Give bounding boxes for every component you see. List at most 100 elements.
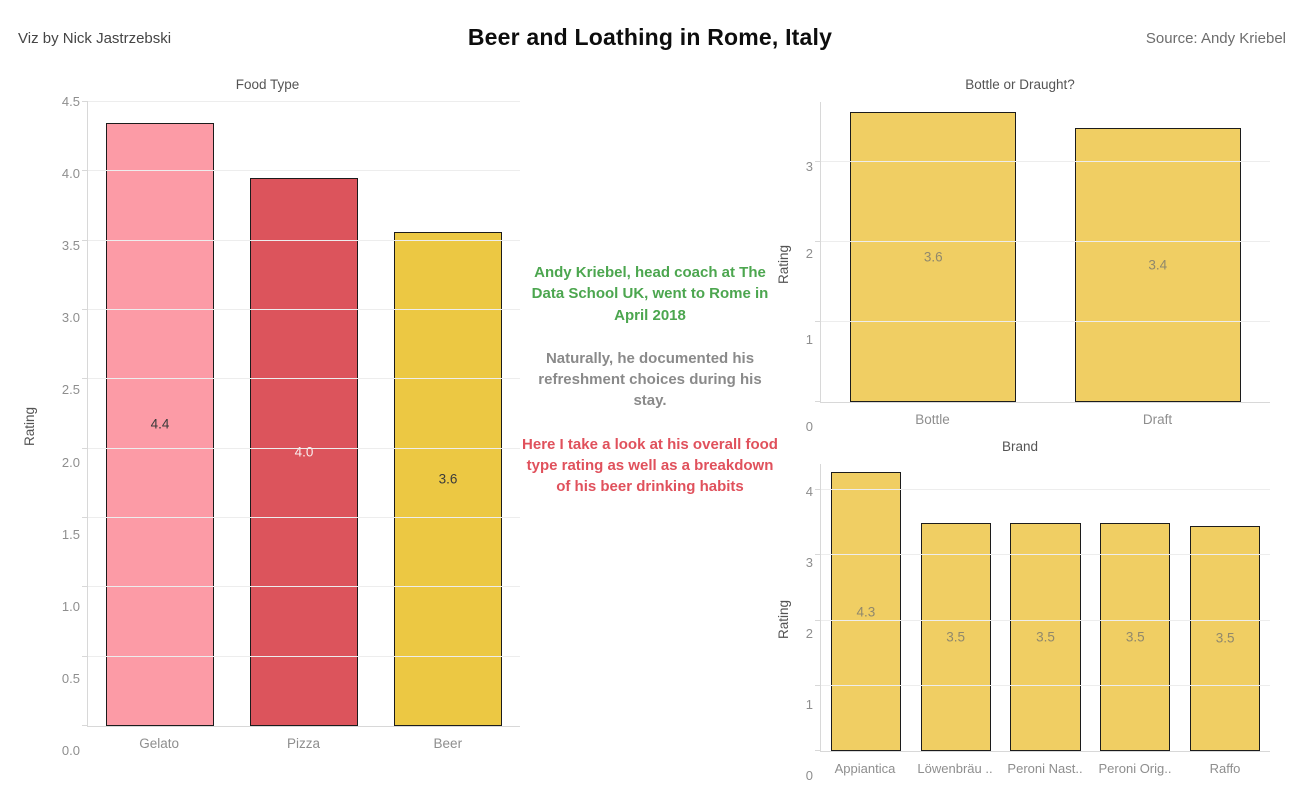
bar-value-label-draft: 3.4 [1148, 257, 1168, 273]
y-axis-label: Rating [775, 600, 791, 640]
y-tick-label-4.5: 4.5 [61, 94, 80, 109]
source-credit: Source: Andy Kriebel [1145, 30, 1286, 47]
x-axis-label-bottle: Bottle [915, 412, 950, 427]
gridline [88, 239, 520, 241]
gridline [88, 378, 520, 380]
plot-area: 4.4 4.0 3.6 [82, 101, 520, 727]
gridline [88, 309, 520, 310]
dashboard-title: Beer and Loathing in Rome, Italy [467, 24, 833, 50]
y-tick-label-3: 3 [805, 555, 813, 571]
y-tick-mark [815, 489, 821, 491]
x-axis-label-gelato: Gelato [139, 736, 180, 751]
y-tick-label-1: 1 [805, 332, 813, 348]
chart-title-brand: Brand [1001, 438, 1039, 454]
food-type-chart: Food Type Rating 0.0 0.5 1.0 1.5 2.0 2.5 3.0 3.… [15, 66, 520, 758]
y-tick-mark [815, 321, 821, 322]
x-axis-label-draft: Draft [1142, 412, 1173, 427]
plot-area: 3.6 3.4 [815, 102, 1270, 403]
viz-author-credit: Viz by Nick Jastrzebski [18, 30, 172, 47]
x-axis-label-beer: Beer [433, 736, 463, 751]
y-tick-mark [815, 241, 821, 242]
bar-peroni-nast[interactable]: 3.5 [1010, 522, 1081, 751]
bar-bottle[interactable]: 3.6 [850, 112, 1017, 402]
y-axis-ticks: 0 1 2 3 [796, 102, 820, 434]
bar-slot-l-wenbr-u: 3.5 [911, 464, 1001, 751]
y-axis-ticks: 0.0 0.5 1.0 1.5 2.0 2.5 3.0 3.5 4.0 4.5 [43, 94, 87, 758]
gridline [821, 619, 1270, 621]
gridline [821, 321, 1270, 322]
bottle-draught-chart: Bottle or Draught? Rating 0 1 2 3 3.6 3.4 Bo… [770, 66, 1270, 434]
y-tick-mark [82, 586, 88, 588]
bar-slot-peroni-orig: 3.5 [1090, 464, 1180, 751]
y-tick-label-0: 0 [805, 419, 813, 434]
y-axis-label: Rating [21, 406, 37, 447]
y-tick-mark [815, 619, 821, 621]
gridline [821, 161, 1270, 162]
bar-beer[interactable]: 3.6 [394, 232, 502, 726]
bars-container: 3.6 3.4 [821, 102, 1270, 402]
bars-container: 4.3 3.5 3.5 3.5 3.5 [821, 464, 1270, 751]
bars-container: 4.4 4.0 3.6 [88, 102, 520, 726]
gridline [821, 554, 1270, 556]
y-tick-label-1.0: 1.0 [61, 598, 80, 614]
bar-slot-peroni-nast: 3.5 [1001, 464, 1091, 751]
bar-appiantica[interactable]: 4.3 [830, 472, 901, 751]
chart-title-bottle-draught: Bottle or Draught? [965, 76, 1075, 92]
bar-peroni-orig[interactable]: 3.5 [1100, 522, 1171, 751]
brand-chart: Brand Rating 0 1 2 3 4 4.3 3.5 3.5 3.5 3.5 Appia… [770, 428, 1270, 783]
bar-slot-raffo: 3.5 [1180, 464, 1270, 751]
bar-value-label-raffo: 3.5 [1215, 630, 1235, 646]
bar-raffo[interactable]: 3.5 [1190, 525, 1261, 751]
gridline [821, 241, 1270, 242]
y-axis-label-column: Rating [15, 102, 43, 751]
y-tick-mark [815, 161, 821, 162]
y-tick-label-1: 1 [805, 697, 813, 713]
x-axis-label-raffo: Raffo [1209, 761, 1241, 776]
annotation-paragraph-green: Andy Kriebel, head coach at The Data Sch… [531, 264, 769, 324]
y-tick-label-1.5: 1.5 [61, 526, 80, 542]
x-axis-label-appiantica: Appiantica [834, 761, 896, 776]
gridline [88, 655, 520, 657]
y-tick-mark [82, 725, 88, 726]
x-axis-label-pizza: Pizza [286, 736, 320, 751]
bar-value-label-gelato: 4.4 [150, 416, 170, 432]
bar-value-label-bottle: 3.6 [923, 249, 943, 265]
bar-l-wenbr-u[interactable]: 3.5 [920, 522, 991, 751]
bar-draft[interactable]: 3.4 [1074, 127, 1241, 402]
y-tick-mark [82, 517, 88, 518]
y-tick-label-3.5: 3.5 [61, 238, 80, 254]
y-tick-mark [82, 239, 88, 241]
y-tick-label-4.0: 4.0 [61, 166, 80, 182]
bar-value-label-peroni-orig: 3.5 [1125, 629, 1145, 645]
bar-value-label-beer: 3.6 [438, 471, 458, 487]
bar-slot-pizza: 4.0 [232, 102, 376, 726]
y-axis-label-column: Rating [770, 102, 796, 427]
y-tick-mark [82, 170, 88, 172]
y-axis-label: Rating [775, 244, 791, 285]
gridline [88, 447, 520, 449]
y-tick-label-4: 4 [805, 484, 813, 500]
y-tick-label-2.5: 2.5 [61, 382, 80, 398]
y-tick-mark [815, 554, 821, 556]
annotation-text-block: Andy Kriebel, head coach at The Data Sch… [520, 262, 780, 498]
y-tick-mark [82, 655, 88, 657]
x-axis-labels: Appiantica Löwenbräu .. Peroni Nast.. Peron… [820, 752, 1270, 776]
gridline [88, 101, 520, 102]
bar-slot-draft: 3.4 [1046, 102, 1271, 402]
plot-area: 4.3 3.5 3.5 3.5 3.5 [815, 464, 1270, 752]
y-tick-label-0: 0 [805, 768, 813, 783]
y-axis-ticks: 0 1 2 3 4 [796, 464, 820, 783]
y-tick-label-2: 2 [805, 626, 813, 642]
gridline [88, 586, 520, 588]
annotation-paragraph-gray: Naturally, he documented his refreshment… [538, 349, 762, 410]
y-tick-label-3.0: 3.0 [61, 310, 80, 326]
x-axis-labels: Gelato Pizza Beer [87, 727, 520, 751]
bar-slot-beer: 3.6 [376, 102, 520, 726]
bar-pizza[interactable]: 4.0 [250, 178, 358, 726]
bar-slot-gelato: 4.4 [88, 102, 232, 726]
chart-title-food-type: Food Type [235, 76, 300, 92]
x-axis-label-peroni-orig: Peroni Orig.. [1098, 761, 1172, 776]
y-tick-mark [815, 750, 821, 751]
bar-gelato[interactable]: 4.4 [106, 122, 214, 726]
